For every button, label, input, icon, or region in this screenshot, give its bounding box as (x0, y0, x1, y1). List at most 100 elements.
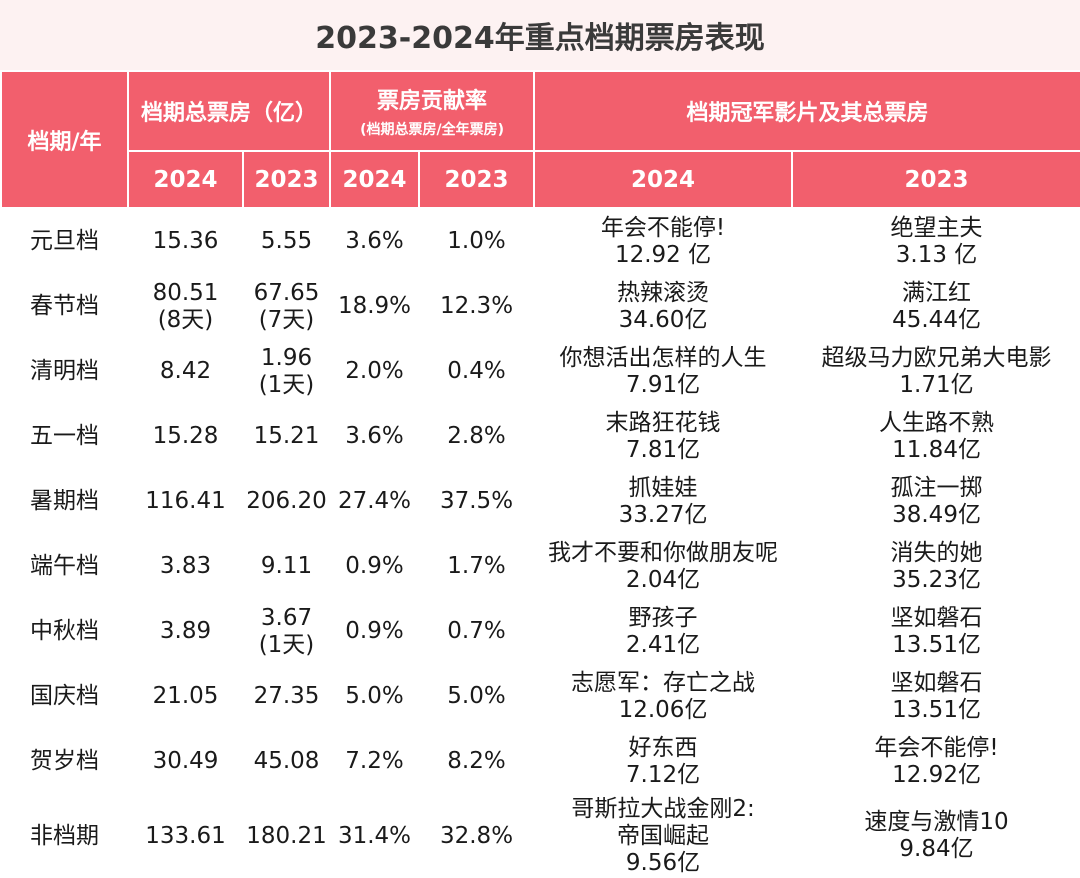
champion-2024-cell: 好东西 7.12亿 (534, 729, 792, 794)
table-row: 中秋档 3.89 3.67 (1天) 0.9% 0.7% 野孩子 2.41亿 坚如磐石 13.51… (1, 599, 1080, 664)
champion-2024-line: 34.60亿 (618, 306, 708, 333)
champion-2024-line: 7.81亿 (625, 436, 701, 463)
champion-2023-cell: 满江红 45.44亿 (792, 274, 1080, 339)
champion-2023-cell: 人生路不熟 11.84亿 (792, 404, 1080, 469)
bo-2024-cell: 3.83 (128, 534, 243, 599)
bo-2023-cell: 45.08 (243, 729, 330, 794)
rate-2023-cell: 0.4% (447, 358, 506, 384)
header-bo-2023: 2023 (241, 150, 332, 209)
bo-2023-line: (1天) (258, 371, 315, 398)
bo-2024-cell: 30.49 (128, 729, 243, 794)
bo-2024-cell: 15.36 (128, 208, 243, 274)
bo-2024-cell: 21.05 (128, 664, 243, 729)
header-contribution: 票房贡献率 (档期总票房/全年票房) (329, 70, 536, 152)
champion-2023-line: 3.13 亿 (895, 241, 978, 268)
rate-2023-cell: 32.8% (439, 822, 514, 849)
champion-2023-line: 11.84亿 (892, 436, 981, 463)
title-bar: 2023-2024年重点档期票房表现 (0, 0, 1080, 70)
champion-2023-line: 1.71亿 (899, 371, 974, 398)
bo-2023-line: (1天) (258, 631, 315, 658)
table-row: 清明档 8.42 1.96 (1天) 2.0% 0.4% 你想活出怎样的人生 7.91亿 超级马… (1, 339, 1080, 404)
bo-2024-cell: 8.42 (128, 339, 243, 404)
bo-2024-line: (8天) (157, 306, 214, 333)
rate-2024-cell: 0.9% (345, 618, 404, 644)
rate-2024-cell: 0.9% (345, 553, 404, 579)
champion-2023-line: 满江红 (902, 279, 972, 306)
champion-2023-line: 年会不能停! (874, 734, 999, 761)
bo-2023-cell: 5.55 (243, 208, 330, 274)
champion-2023-line: 坚如磐石 (890, 669, 983, 696)
rate-2023-cell: 12.3% (439, 293, 514, 319)
rate-2024-cell: 3.6% (345, 423, 404, 449)
rate-2024-cell: 5.0% (345, 683, 404, 709)
period-cell: 端午档 (30, 553, 99, 579)
table-body: 元旦档 15.36 5.55 3.6% 1.0% 年会不能停! 12.92 亿绝望主夫 3.1… (1, 208, 1080, 878)
header-rate-2023: 2023 (418, 150, 536, 209)
period-cell: 暑期档 (30, 488, 99, 514)
champion-2024-cell: 年会不能停! 12.92 亿 (534, 208, 792, 274)
bo-2023-cell: 180.21 (243, 794, 330, 878)
champion-2023-cell: 消失的她 35.23亿 (792, 534, 1080, 599)
bo-2023-cell: 67.65 (7天) (243, 274, 330, 339)
bo-2023-cell: 3.67 (1天) (243, 599, 330, 664)
period-cell: 五一档 (30, 423, 99, 449)
champion-2024-cell: 我才不要和你做朋友呢 2.04亿 (534, 534, 792, 599)
champion-2023-line: 38.49亿 (892, 501, 981, 528)
champion-2024-line: 哥斯拉大战金刚2: (571, 795, 755, 822)
champion-2024-line: 末路狂花钱 (605, 409, 721, 436)
champion-2023-cell: 年会不能停! 12.92亿 (792, 729, 1080, 794)
bo-2023-cell: 15.21 (243, 404, 330, 469)
rate-2023-cell: 8.2% (447, 748, 506, 774)
bo-2023-line: 1.96 (260, 344, 313, 371)
champion-2024-line: 你想活出怎样的人生 (559, 344, 767, 371)
champion-2024-cell: 热辣滚烫 34.60亿 (534, 274, 792, 339)
bo-2023-line: 5.55 (260, 228, 313, 254)
bo-2024-line: 3.89 (159, 618, 212, 644)
bo-2024-cell: 133.61 (128, 794, 243, 878)
rate-2023-cell: 1.0% (447, 228, 506, 254)
champion-2024-line: 33.27亿 (618, 501, 708, 528)
period-cell: 贺岁档 (30, 748, 99, 774)
header-champ-2024: 2024 (533, 150, 794, 209)
champion-2023-line: 坚如磐石 (890, 604, 983, 631)
champion-2024-cell: 野孩子 2.41亿 (534, 599, 792, 664)
rate-2024-cell: 3.6% (345, 228, 404, 254)
champion-2024-line: 帝国崛起 (617, 822, 710, 849)
bo-2024-line: 3.83 (159, 553, 212, 579)
header-contribution-label: 票房贡献率 (377, 89, 488, 114)
champion-2023-cell: 坚如磐石 13.51亿 (792, 664, 1080, 729)
champion-2024-cell: 抓娃娃 33.27亿 (534, 469, 792, 534)
table-row: 元旦档 15.36 5.55 3.6% 1.0% 年会不能停! 12.92 亿绝望主夫 3.1… (1, 208, 1080, 274)
box-office-table: 档期/年 档期总票房（亿） 票房贡献率 (档期总票房/全年票房) 档期冠军影片及… (0, 70, 1080, 878)
champion-2024-cell: 志愿军：存亡之战 12.06亿 (534, 664, 792, 729)
table-row: 端午档 3.83 9.11 0.9% 1.7% 我才不要和你做朋友呢 2.04亿 消失的她 35… (1, 534, 1080, 599)
champion-2023-line: 35.23亿 (892, 566, 981, 593)
champion-2023-line: 孤注一掷 (890, 474, 983, 501)
champion-2023-cell: 孤注一掷 38.49亿 (792, 469, 1080, 534)
rate-2023-cell: 2.8% (447, 423, 506, 449)
bo-2023-line: 3.67 (260, 604, 313, 631)
period-cell: 元旦档 (30, 228, 99, 254)
rate-2024-cell: 31.4% (337, 822, 412, 849)
rate-2024-cell: 2.0% (345, 358, 404, 384)
champion-2024-line: 7.91亿 (625, 371, 701, 398)
champion-2024-cell: 末路狂花钱 7.81亿 (534, 404, 792, 469)
bo-2024-line: 116.41 (145, 488, 226, 514)
champion-2023-cell: 绝望主夫 3.13 亿 (792, 208, 1080, 274)
bo-2024-cell: 116.41 (128, 469, 243, 534)
bo-2024-line: 15.28 (152, 423, 219, 449)
champion-2024-line: 2.41亿 (625, 631, 701, 658)
bo-2024-line: 80.51 (152, 279, 219, 306)
rate-2023-cell: 37.5% (439, 488, 514, 514)
champion-2023-line: 人生路不熟 (879, 409, 995, 436)
bo-2023-line: 206.20 (246, 488, 327, 514)
header-champion: 档期冠军影片及其总票房 (533, 70, 1080, 152)
header-period-year: 档期/年 (0, 70, 129, 209)
rate-2024-cell: 18.9% (337, 293, 412, 319)
bo-2024-line: 133.61 (145, 822, 226, 849)
champion-2024-line: 好东西 (628, 734, 698, 761)
champion-2024-line: 年会不能停! (600, 214, 726, 241)
table-row: 非档期 133.61 180.21 31.4% 32.8% 哥斯拉大战金刚2: 帝国崛起 9.… (1, 794, 1080, 878)
period-cell: 国庆档 (30, 683, 99, 709)
bo-2024-line: 21.05 (152, 683, 219, 709)
